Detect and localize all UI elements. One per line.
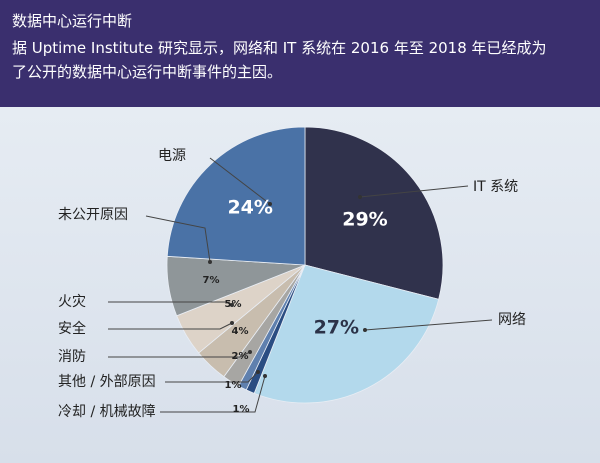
header-banner: 数据中心运行中断 据 Uptime Institute 研究显示，网络和 IT … xyxy=(0,0,600,107)
subtitle-line-1: 据 Uptime Institute 研究显示，网络和 IT 系统在 2016 … xyxy=(12,39,547,57)
pct-label-security: 4% xyxy=(232,326,249,337)
pct-label-fire-protection: 2% xyxy=(232,351,249,362)
pct-label-network: 27% xyxy=(314,316,359,338)
callout-line-it-systems xyxy=(358,185,469,199)
callout-line-cooling-mechanical xyxy=(160,374,267,413)
pct-label-other-external: 1% xyxy=(225,380,242,391)
callout-line-security xyxy=(108,321,234,330)
callout-line-fire-protection xyxy=(108,350,252,358)
callout-line-undisclosed xyxy=(145,215,212,264)
category-label-fire-protection: 消防 xyxy=(58,349,86,365)
category-label-fire: 火灾 xyxy=(58,293,86,310)
category-label-power: 电源 xyxy=(158,148,186,164)
callout-line-power xyxy=(209,157,272,206)
pct-label-undisclosed: 7% xyxy=(203,275,220,286)
pct-label-power: 24% xyxy=(227,197,272,219)
pie-slice-power xyxy=(166,126,306,266)
category-label-network: 网络 xyxy=(498,312,526,328)
page-title: 数据中心运行中断 xyxy=(12,12,133,30)
callout-line-network xyxy=(363,319,493,332)
category-label-other-external: 其他 / 外部原因 xyxy=(58,374,156,390)
category-label-cooling-mechanical: 冷却 / 机械故障 xyxy=(58,404,156,420)
pct-label-fire: 5% xyxy=(225,299,242,310)
pct-label-cooling-mechanical: 1% xyxy=(233,404,250,415)
pie-slice-it-systems xyxy=(304,126,444,300)
category-label-security: 安全 xyxy=(58,320,86,337)
pct-label-it-systems: 29% xyxy=(342,208,387,230)
pie-slice-network xyxy=(253,264,440,404)
subtitle-line-2: 了公开的数据中心运行中断事件的主因。 xyxy=(12,63,283,81)
callout-line-fire xyxy=(108,301,234,307)
callout-line-other-external xyxy=(165,370,260,383)
category-label-it-systems: IT 系统 xyxy=(473,179,518,195)
category-label-undisclosed: 未公开原因 xyxy=(58,207,128,223)
